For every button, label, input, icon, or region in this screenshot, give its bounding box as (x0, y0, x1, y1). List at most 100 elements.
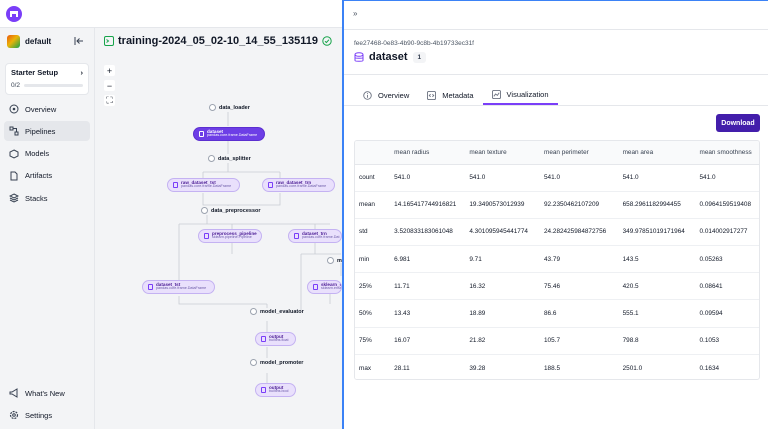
zoom-in-button[interactable]: + (104, 65, 115, 76)
tab-label: Metadata (442, 90, 474, 100)
sidebar-item-label: Stacks (25, 193, 48, 203)
step-status-icon (250, 359, 257, 366)
table-cell: 18.89 (465, 299, 540, 328)
sidebar-item-settings[interactable]: Settings (4, 405, 90, 425)
tab-label: Visualization (506, 89, 549, 99)
overview-icon (9, 104, 19, 114)
table-row: 50% 13.43 18.89 86.6 555.1 0.09594 (355, 299, 759, 328)
table-cell: 541.0 (540, 164, 619, 192)
tab-label: Overview (378, 90, 410, 100)
starter-setup-card[interactable]: Starter Setup › 0/2 (5, 63, 89, 95)
collapse-panel-icon[interactable]: » (353, 9, 358, 18)
sidebar-item-artifacts[interactable]: Artifacts (4, 166, 90, 186)
sidebar-item-label: Models (25, 149, 50, 159)
table-cell: 6.981 (390, 245, 466, 274)
column-header: mean perimeter (540, 141, 619, 165)
artifact-type: sklearn.pipeline.Pipeline (212, 235, 252, 240)
artifact-type: pandas.core.frame.DataFrame (207, 133, 258, 138)
sidebar-item-overview[interactable]: Overview (4, 99, 90, 119)
step-node-model-trainer[interactable]: m (327, 257, 342, 264)
artifact-name: output (269, 384, 284, 390)
gear-icon (9, 411, 19, 420)
dag-canvas[interactable]: training-2024_05_02-10_14_55_135119 + − … (95, 28, 342, 429)
table-cell: 0.09594 (695, 299, 759, 328)
row-header: 50% (355, 299, 391, 328)
table-cell: 4.301095945441774 (465, 218, 540, 247)
tab-visualization[interactable]: Visualization (482, 85, 558, 105)
download-button[interactable]: Download (716, 114, 760, 132)
table-cell: 28.11 (394, 364, 410, 372)
run-name: training-2024_05_02-10_14_55_135119 (118, 35, 318, 47)
column-header: mean texture (465, 141, 540, 165)
chart-icon (491, 89, 501, 99)
version-badge: 1 (412, 51, 427, 63)
workspace-switcher[interactable]: default (7, 35, 51, 48)
zoom-controls: + − ⛶ (104, 65, 115, 106)
artifact-node-dataset[interactable]: dataset pandas.core.frame.DataFrame (193, 127, 265, 141)
step-status-icon (208, 155, 215, 162)
panel-tabs: Overview Metadata Visualization (354, 85, 558, 105)
step-node-data-preprocessor[interactable]: data_preprocessor (201, 207, 261, 214)
collapse-sidebar-icon[interactable] (74, 36, 84, 46)
artifact-name: dataset (207, 128, 224, 134)
stats-table[interactable]: mean radius mean texture mean perimeter mea… (354, 140, 760, 380)
artifact-node-output-bool[interactable]: output builtins.bool (255, 383, 296, 397)
step-node-data-splitter[interactable]: data_splitter (208, 155, 251, 162)
artifact-node-raw-dataset-tst[interactable]: raw_dataset_tst pandas.core.frame.DataFra… (167, 178, 240, 192)
table-cell: 0.1053 (695, 327, 759, 355)
artifact-name: output (269, 333, 284, 339)
top-bar (0, 0, 342, 28)
artifact-name: dataset_trn (302, 230, 327, 236)
stacks-icon (9, 193, 19, 203)
sidebar-item-whats-new[interactable]: What's New (4, 383, 90, 403)
sidebar-item-label: Pipelines (25, 126, 56, 136)
table-cell: 75.46 (540, 272, 619, 301)
row-header: 25% (355, 272, 391, 301)
artifact-type: builtins.float (269, 338, 289, 343)
column-header: mean smoothness (695, 141, 759, 165)
sidebar-item-stacks[interactable]: Stacks (4, 188, 90, 208)
artifact-node-dataset-trn[interactable]: dataset_trn pandas.core.frame.Dat (288, 229, 342, 243)
artifact-node-output-float[interactable]: output builtins.float (255, 332, 296, 346)
step-node-model-evaluator[interactable]: model_evaluator (250, 308, 304, 315)
step-node-model-promoter[interactable]: model_promoter (250, 359, 303, 366)
step-label: model_evaluator (260, 308, 304, 315)
sidebar-item-pipelines[interactable]: Pipelines (4, 121, 90, 142)
table-cell: 16.32 (465, 272, 540, 301)
artifact-id: fee27468-0e83-4b90-9c8b-4b19733ec31f (354, 40, 474, 47)
row-header: std (355, 218, 391, 247)
table-cell: 541.0 (618, 164, 696, 192)
workspace-avatar (7, 35, 20, 48)
sidebar-bottom-nav: What's New Settings (4, 383, 90, 428)
artifact-name: dataset_tst (156, 281, 181, 287)
step-label: data_preprocessor (211, 207, 261, 214)
artifact-type: pandas.core.frame.DataFrame (156, 286, 207, 291)
status-completed-icon (322, 36, 332, 46)
tab-overview[interactable]: Overview (354, 85, 418, 105)
code-icon (427, 90, 437, 100)
row-header: min (355, 245, 391, 274)
row-header: 75% (355, 327, 391, 355)
table-cell: 19.3490573012939 (465, 191, 540, 219)
table-cell: 16.07 (390, 327, 466, 355)
table-row: 25% 11.71 16.32 75.46 420.5 0.08641 (355, 272, 759, 301)
step-label: data_loader (219, 104, 250, 111)
zenml-logo-icon[interactable] (6, 6, 22, 22)
step-label: data_splitter (218, 155, 251, 162)
artifact-detail-panel: » fee27468-0e83-4b90-9c8b-4b19733ec31f d… (342, 0, 768, 429)
artifact-node-dataset-tst[interactable]: dataset_tst pandas.core.frame.DataFrame (142, 280, 215, 294)
sidebar-item-models[interactable]: Models (4, 144, 90, 164)
fit-view-button[interactable]: ⛶ (104, 95, 115, 106)
tab-metadata[interactable]: Metadata (418, 85, 482, 105)
artifact-node-preprocess-pipeline[interactable]: preprocess_pipeline sklearn.pipeline.Pipe… (198, 229, 262, 243)
table-row: min 6.981 9.71 43.79 143.5 0.05263 (355, 245, 759, 274)
megaphone-icon (9, 388, 18, 398)
artifact-node-raw-dataset-trn[interactable]: raw_dataset_trn pandas.core.frame.DataFra… (262, 178, 335, 192)
zoom-out-button[interactable]: − (104, 80, 115, 91)
artifact-name: dataset (369, 51, 408, 63)
step-node-data-loader[interactable]: data_loader (209, 104, 250, 111)
table-cell: 39.28 (469, 364, 486, 372)
